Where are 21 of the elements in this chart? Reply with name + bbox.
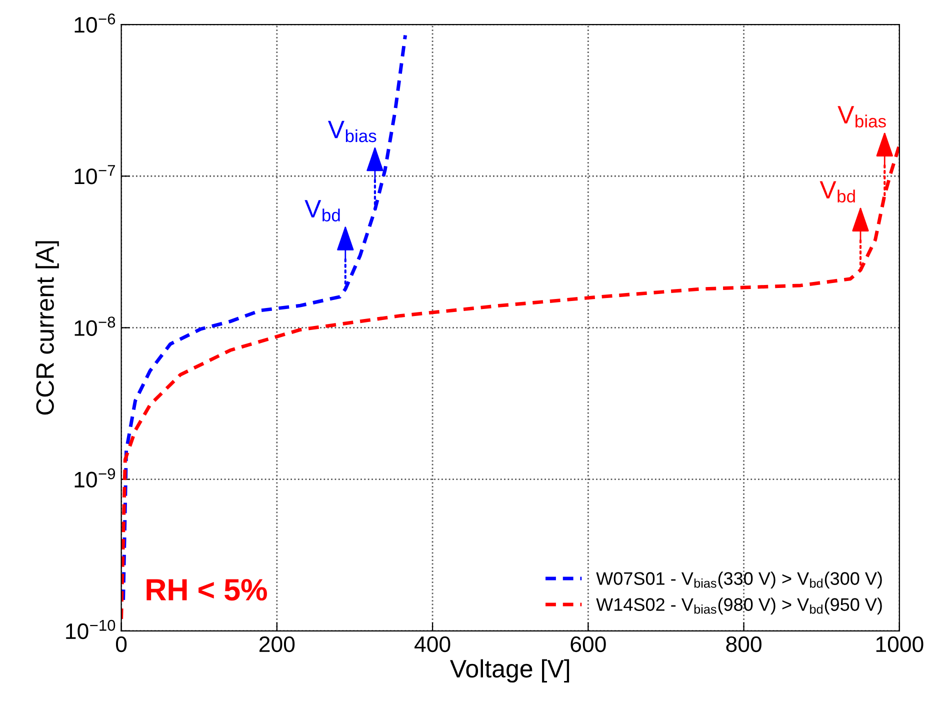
annotation: RH < 5% [146,579,267,601]
x-tick-label: 600 [570,636,606,652]
annotation: V$_{bias}$ [328,120,376,142]
y-tick-label: 10$^{−9}$ [74,468,116,488]
y-tick-label: 10$^{−6}$ [74,13,116,33]
x-tick-label: 800 [726,636,762,652]
y-tick-label: 10$^{−8}$ [74,316,116,336]
y-axis-title: CCR current [A] [36,241,59,415]
legend-label: W07S01 - V$_{bias}$(330 V) > V$_{bd}$(300 V) [596,572,882,588]
legend-label: W14S02 - V$_{bias}$(980 V) > V$_{bd}$(950 V) [596,598,882,614]
x-tick-label: 400 [414,636,450,652]
x-axis-title: Voltage [V] [450,659,570,683]
annotation: V$_{bias}$ [838,106,886,128]
x-tick-label: 0 [116,636,127,652]
y-tick-label: 10$^{−7}$ [74,165,115,184]
annotation: V$_{bd}$ [820,181,855,203]
annotation: V$_{bd}$ [304,200,340,222]
x-tick-label: 200 [259,636,295,652]
y-tick-label: 10$^{−10}$ [66,620,116,640]
x-tick-label: 1000 [876,636,924,652]
line-series [122,34,408,602]
